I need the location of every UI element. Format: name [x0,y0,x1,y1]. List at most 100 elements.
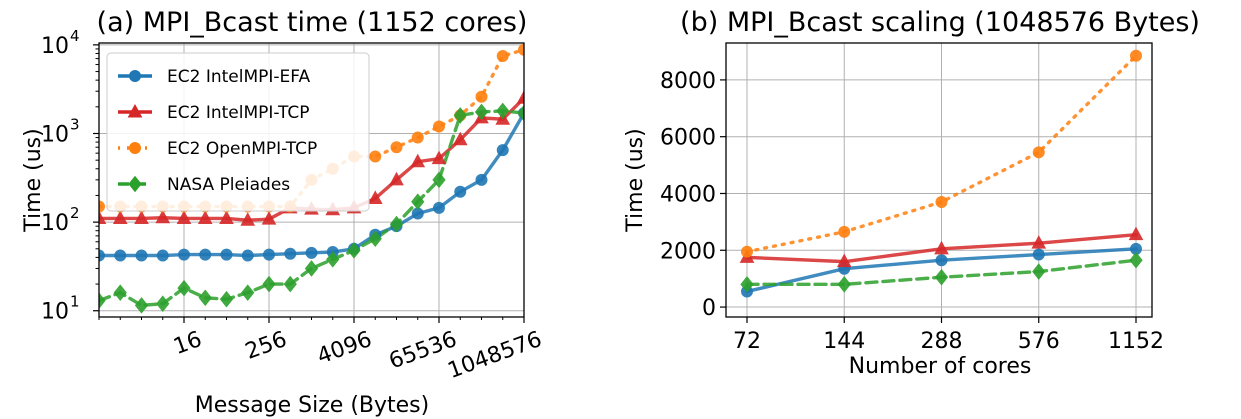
chart-a-ytick-label: 10 [41,211,69,236]
chart-a-legend-label-ec2-openmpi-tcp: EC2 OpenMPI-TCP [167,139,317,159]
chart-a-point-nasa-pleiades [219,290,234,308]
chart-a-point-ec2-intelmpi-efa [241,249,254,262]
chart-a-legend-label-nasa-pleiades: NASA Pleiades [167,175,290,195]
chart-b-point-ec2-openmpi-tcp [1130,49,1142,62]
chart-a-point-ec2-intelmpi-efa [454,185,467,198]
chart-b-ylabel: Time (us) [623,128,648,232]
chart-a-point-ec2-intelmpi-efa [220,248,233,261]
chart-a-legend-marker-ec2-intelmpi-tcp [127,103,143,118]
chart-a-point-ec2-intelmpi-efa [475,173,488,186]
chart-a-point-nasa-pleiades [177,279,191,297]
chart-a-ytick-exp: 1 [70,293,80,311]
chart-a-point-nasa-pleiades [432,171,446,189]
chart-a-ytick-base: 10 [41,123,69,148]
chart-a-xtick-label: 4096 [314,327,375,370]
chart-a-point-nasa-pleiades [262,275,276,293]
chart-b-xtick-label: 576 [1018,329,1060,354]
chart-a-point-ec2-openmpi-tcp [390,141,403,154]
chart-a-ytick-base: 10 [41,211,69,236]
chart-a-ytick-exp: 4 [70,27,80,45]
chart-a-point-ec2-intelmpi-efa [263,248,275,261]
chart-b-point-ec2-openmpi-tcp [838,225,851,238]
chart-b-ytick-label: 4000 [660,182,716,207]
chart-a-point-ec2-openmpi-tcp [518,43,524,56]
chart-a-xtick-label: 1048576 [445,327,546,384]
chart-a-point-nasa-pleiades [156,295,170,313]
chart-a-ytick-label: 10 [41,300,69,325]
chart-a-point-ec2-openmpi-tcp [411,131,424,144]
chart-a-point-nasa-pleiades [347,242,361,259]
chart-a-point-ec2-openmpi-tcp [433,120,445,133]
chart-b-xlabel: Number of cores [849,354,1032,379]
chart-a-point-nasa-pleiades [389,215,404,233]
chart-a-point-ec2-intelmpi-efa [433,201,445,214]
chart-a-point-nasa-pleiades [474,103,489,121]
chart-b-point-ec2-openmpi-tcp [1032,146,1045,159]
chart-a-point-nasa-pleiades [411,193,425,211]
chart-b-point-ec2-intelmpi-efa [935,254,948,267]
chart-a-point-ec2-intelmpi-tcp [134,210,149,224]
chart-a-point-ec2-intelmpi-tcp [155,209,171,224]
chart-a-legend-marker-ec2-openmpi-tcp [129,142,141,154]
chart-a-point-ec2-intelmpi-tcp [452,131,468,146]
chart-a-point-nasa-pleiades [241,284,255,301]
chart-a-ytick-exp: 2 [70,204,80,222]
chart-b-xtick-label: 288 [921,329,963,354]
chart-a-title: (a) MPI_Bcast time (1152 cores) [97,7,528,38]
chart-a-point-ec2-intelmpi-tcp [219,210,234,224]
chart-a-point-ec2-openmpi-tcp [475,90,488,103]
chart-a-point-ec2-intelmpi-tcp [99,210,107,224]
chart-a-ytick-label: 10 [41,123,69,148]
chart-a-point-nasa-pleiades [99,292,106,309]
chart-a-legend-marker-nasa-pleiades [128,175,142,193]
chart-a-point-nasa-pleiades [517,104,524,122]
chart-b-point-nasa-pleiades [1129,251,1143,269]
chart-b-ytick-label: 8000 [660,69,716,94]
chart-a-point-ec2-intelmpi-tcp [176,210,192,224]
chart-a-legend-label-ec2-intelmpi-efa: EC2 IntelMPI-EFA [167,67,310,87]
chart-a-point-nasa-pleiades [368,230,382,248]
chart-a-legend-marker-ec2-intelmpi-efa [129,70,141,82]
chart-b-ytick-label: 6000 [660,126,716,151]
chart-a-point-ec2-intelmpi-efa [178,248,190,261]
chart-a-point-nasa-pleiades [453,107,467,124]
chart-a-point-nasa-pleiades [326,251,340,268]
chart-a-ytick-exp: 3 [70,116,80,134]
chart-b-point-ec2-openmpi-tcp [935,196,948,209]
chart-a-point-ec2-intelmpi-tcp [112,210,128,224]
chart-b-title: (b) MPI_Bcast scaling (1048576 Bytes) [680,7,1200,38]
chart-b-xtick-label: 1152 [1108,329,1164,354]
chart-a-point-ec2-intelmpi-efa [156,249,169,262]
chart-a-point-ec2-intelmpi-efa [99,249,105,262]
chart-b-point-ec2-intelmpi-tcp [1031,235,1047,249]
chart-a-ylabel: Time (us) [21,128,46,232]
chart-b-ytick-label: 2000 [660,239,716,264]
chart-b-xtick-label: 72 [733,329,761,354]
chart-a-point-nasa-pleiades [283,275,297,293]
chart-a-point-ec2-intelmpi-efa [284,247,297,260]
chart-a-legend-box [106,52,370,212]
chart-a-xlabel: Message Size (Bytes) [195,393,429,418]
chart-a-point-nasa-pleiades [304,260,319,277]
chart-b-xtick-label: 144 [823,329,865,354]
chart-a-point-ec2-intelmpi-tcp [261,211,277,225]
chart-b-frame [725,42,1153,318]
chart-a-legend-label-ec2-intelmpi-tcp: EC2 IntelMPI-TCP [167,103,309,123]
chart-a-ytick-base: 10 [41,34,69,59]
chart-a-point-ec2-intelmpi-tcp [516,90,524,104]
chart-b: (b) MPI_Bcast scaling (1048576 Bytes) 0 2… [623,7,1200,379]
chart-b-point-ec2-intelmpi-efa [1032,248,1045,261]
chart-a-point-ec2-intelmpi-tcp [197,210,213,224]
chart-a-point-ec2-intelmpi-tcp [240,212,256,226]
chart-b-point-nasa-pleiades [1032,263,1046,280]
chart-b-point-nasa-pleiades [740,276,754,293]
chart-a-ytick-label: 10 [41,34,69,59]
chart-a-point-ec2-intelmpi-tcp [389,171,404,186]
chart-b-point-ec2-intelmpi-tcp [934,240,949,255]
chart-b-point-nasa-pleiades [837,276,851,293]
chart-a-point-ec2-intelmpi-tcp [410,153,426,168]
chart-b-ytick-label: 0 [702,296,716,321]
chart-a-xtick-label: 16 [170,327,205,360]
